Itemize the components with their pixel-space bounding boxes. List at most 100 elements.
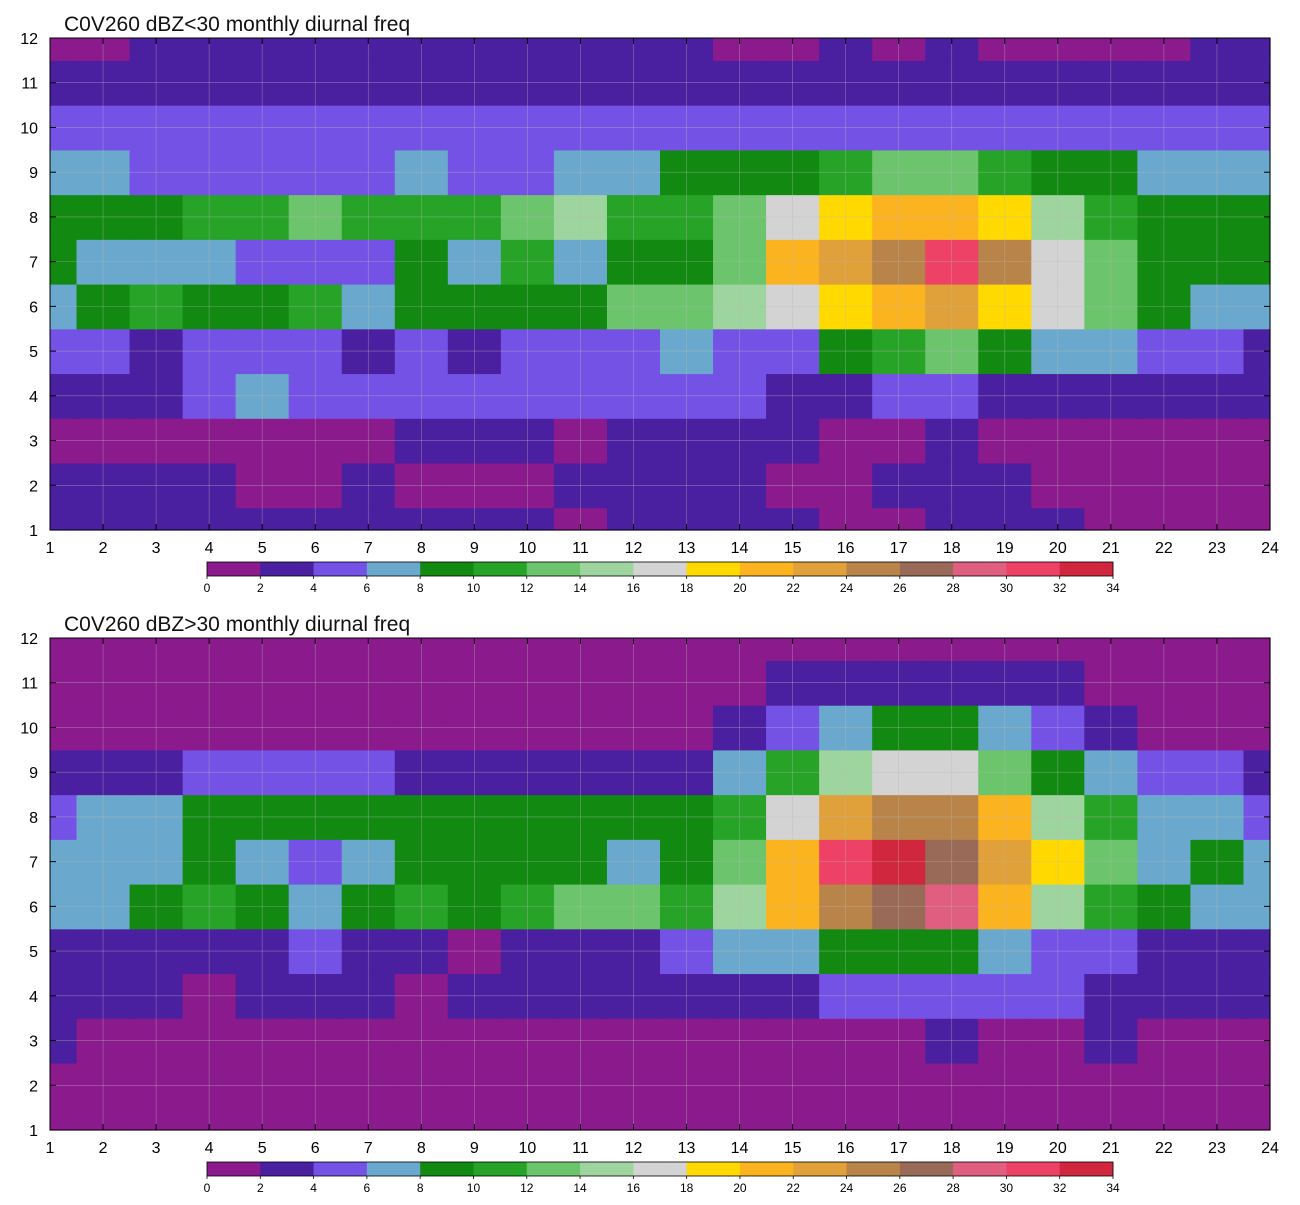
heatmap-cell xyxy=(341,973,396,1019)
heatmap-cell xyxy=(1190,38,1245,61)
heatmap-cell xyxy=(394,105,449,151)
colorbar-swatch xyxy=(473,1162,528,1176)
colorbar-label: 26 xyxy=(893,1181,907,1195)
colorbar-label: 30 xyxy=(1000,581,1014,595)
y-tick-label: 3 xyxy=(29,1034,38,1051)
x-tick-label: 13 xyxy=(678,1140,696,1157)
heatmap-cell xyxy=(394,507,449,531)
colorbar-swatch xyxy=(313,562,368,576)
heatmap-cell xyxy=(394,1062,449,1109)
heatmap-cell xyxy=(288,38,343,61)
heatmap-cell xyxy=(341,507,396,531)
heatmap-cell xyxy=(1137,507,1192,531)
colorbar-swatch xyxy=(260,562,314,576)
heatmap-cell xyxy=(925,38,979,61)
x-tick-label: 6 xyxy=(311,1140,320,1157)
colorbar-label: 12 xyxy=(520,581,534,595)
x-tick-label: 12 xyxy=(625,1140,643,1157)
heatmap-cell xyxy=(341,1107,396,1131)
x-tick-label: 17 xyxy=(890,540,908,557)
x-tick-label: 5 xyxy=(258,540,267,557)
y-tick-label: 12 xyxy=(20,631,38,648)
colorbar-label: 28 xyxy=(946,581,960,595)
heatmap-cell xyxy=(925,105,979,151)
y-tick-label: 10 xyxy=(20,120,38,137)
colorbar-label: 2 xyxy=(257,581,264,595)
x-tick-label: 23 xyxy=(1208,1140,1226,1157)
heatmap-cell xyxy=(660,373,714,419)
heatmap-cell xyxy=(341,638,396,661)
y-tick-label: 4 xyxy=(29,989,38,1006)
colorbar-label: 22 xyxy=(787,1181,801,1195)
colorbar-label: 30 xyxy=(1000,1181,1014,1195)
colorbar-swatch xyxy=(739,562,794,576)
heatmap-cell xyxy=(1137,660,1192,706)
colorbar-swatch xyxy=(420,1162,474,1176)
heatmap-cell xyxy=(1190,1062,1245,1109)
chart-title: C0V260 dBZ<30 monthly diurnal freq xyxy=(64,13,410,36)
heatmap-cell xyxy=(660,1062,714,1109)
heatmap-cell xyxy=(1190,660,1245,706)
heatmap-cell xyxy=(50,507,78,531)
colorbar-label: 18 xyxy=(680,581,694,595)
heatmap-cell xyxy=(606,1062,661,1109)
colorbar-swatch xyxy=(793,1162,847,1176)
colorbar-label: 4 xyxy=(310,1181,317,1195)
colorbar-label: 22 xyxy=(787,581,801,595)
x-tick-label: 7 xyxy=(364,540,373,557)
x-tick-label: 24 xyxy=(1261,1140,1279,1157)
heatmap-cell xyxy=(1137,794,1192,840)
heatmap-cell xyxy=(660,1107,714,1131)
heatmap-cell xyxy=(288,418,343,464)
heatmap-cell xyxy=(606,973,661,1019)
colorbar-label: 14 xyxy=(573,1181,587,1195)
heatmap-cell xyxy=(1137,638,1192,661)
heatmap-cell xyxy=(394,418,449,464)
x-axis: 1 2 3 4 5 6 7 8 9 10 11 12 13 14 15 16 17 18 19 20 21 22 23 24 xyxy=(46,38,1279,557)
colorbar-swatch xyxy=(473,562,528,576)
heatmap-cell xyxy=(1190,928,1245,975)
heatmap-cell xyxy=(341,38,396,61)
heatmap-cell xyxy=(1243,507,1271,531)
colorbar-label: 34 xyxy=(1106,581,1120,595)
colorbar: 0 2 4 6 8 10 12 14 16 18 20 22 24 26 28 30 32 34 xyxy=(204,561,1120,595)
heatmap-cell xyxy=(660,38,714,61)
colorbar-label: 8 xyxy=(417,581,424,595)
heatmap-cell xyxy=(925,373,979,419)
colorbar-label: 0 xyxy=(204,1181,211,1195)
colorbar-swatch xyxy=(633,1162,688,1176)
colorbar-swatch xyxy=(207,562,261,576)
y-tick-label: 3 xyxy=(29,434,38,451)
heatmap-cell xyxy=(1137,105,1192,151)
top-panel: C0V260 dBZ<30 monthly diurnal freq 1 2 3 4 5 6… xyxy=(0,0,1300,600)
heatmap-cell xyxy=(341,1018,396,1064)
colorbar-swatch xyxy=(633,562,688,576)
heatmap-cell xyxy=(925,239,979,285)
x-tick-label: 22 xyxy=(1155,1140,1173,1157)
heatmap-cell xyxy=(660,507,714,531)
x-tick-label: 6 xyxy=(311,540,320,557)
heatmap-cell xyxy=(288,660,343,706)
colorbar-swatch xyxy=(686,1162,741,1176)
colorbar-swatch xyxy=(899,562,954,576)
colorbar-label: 26 xyxy=(893,581,907,595)
x-tick-label: 15 xyxy=(784,1140,802,1157)
heatmap-cell xyxy=(288,1018,343,1064)
x-tick-label: 10 xyxy=(518,540,536,557)
heatmap-cell xyxy=(660,60,714,106)
x-tick-label: 11 xyxy=(572,1140,589,1157)
heatmap-cell xyxy=(1190,1107,1245,1131)
heatmap-cell xyxy=(1190,373,1245,419)
heatmap-cell xyxy=(660,705,714,751)
x-tick-label: 8 xyxy=(417,540,426,557)
colorbar-swatch xyxy=(1059,562,1114,576)
x-tick-label: 21 xyxy=(1102,540,1120,557)
heatmap-cell xyxy=(925,1018,979,1064)
colorbar-swatch xyxy=(420,562,474,576)
colorbar-label: 6 xyxy=(364,581,371,595)
x-tick-label: 3 xyxy=(152,1140,161,1157)
colorbar-frame xyxy=(206,1161,1114,1177)
